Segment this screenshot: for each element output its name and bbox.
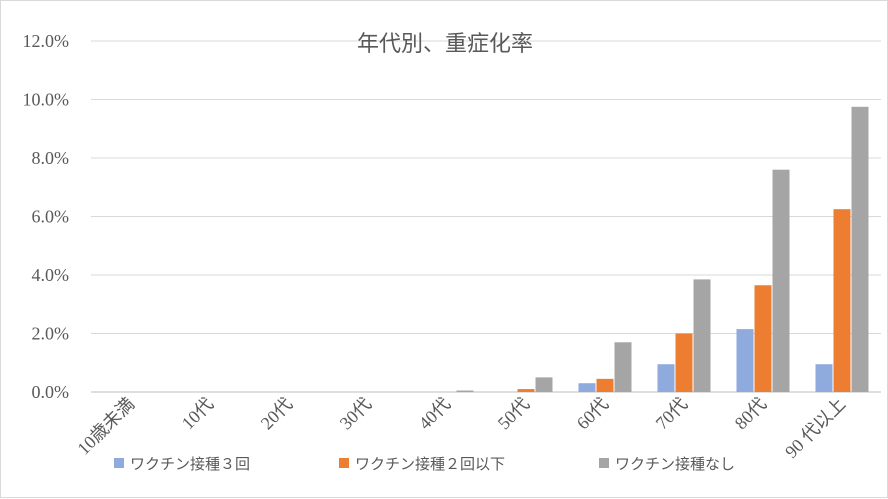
chart-title: 年代別、重症化率 [357,32,533,57]
bars [456,106,869,392]
bar [754,285,772,392]
x-tick-label: 10歳未満 [73,394,138,459]
x-tick-label: 20代 [257,394,297,434]
bar [614,342,632,392]
y-axis-ticks: 0.0% 2.0% 4.0% 6.0% 8.0% 10.0% 12.0% [23,31,70,402]
bar [657,364,675,392]
x-tick-label: 40代 [415,394,455,434]
y-tick-label: 4.0% [32,265,70,285]
y-tick-label: 2.0% [32,324,70,344]
x-tick-label: 70代 [652,394,692,434]
legend-swatch [599,458,609,468]
x-tick-label: 10代 [178,394,218,434]
bar [578,383,596,392]
bar [851,106,869,392]
x-tick-label: 60代 [573,394,613,434]
y-tick-label: 6.0% [32,207,70,227]
x-tick-label: 80代 [731,394,771,434]
gridlines [91,40,881,393]
x-tick-label: 90 代以上 [781,394,849,462]
legend-label: ワクチン接種なし [615,455,735,473]
legend-label: ワクチン接種２回以下 [355,455,505,473]
bar [815,364,833,392]
bar [772,169,790,392]
bar [535,377,553,392]
bar [675,333,693,392]
y-tick-label: 0.0% [32,382,70,402]
legend: ワクチン接種３回 ワクチン接種２回以下 ワクチン接種なし [114,455,735,473]
y-tick-label: 10.0% [23,90,70,110]
bar [833,209,851,392]
y-tick-label: 12.0% [23,31,70,51]
bar [693,279,711,392]
legend-swatch [339,458,349,468]
x-axis-ticks: 10歳未満 10代 20代 30代 40代 50代 60代 70代 80代 90 代以上 [73,394,849,462]
bar [456,390,474,392]
bar [517,389,535,392]
y-tick-label: 8.0% [32,148,70,168]
legend-swatch [114,458,124,468]
x-tick-label: 50代 [494,394,534,434]
legend-label: ワクチン接種３回 [130,455,250,473]
x-tick-label: 30代 [336,394,376,434]
bar [596,378,614,392]
bar [736,329,754,392]
